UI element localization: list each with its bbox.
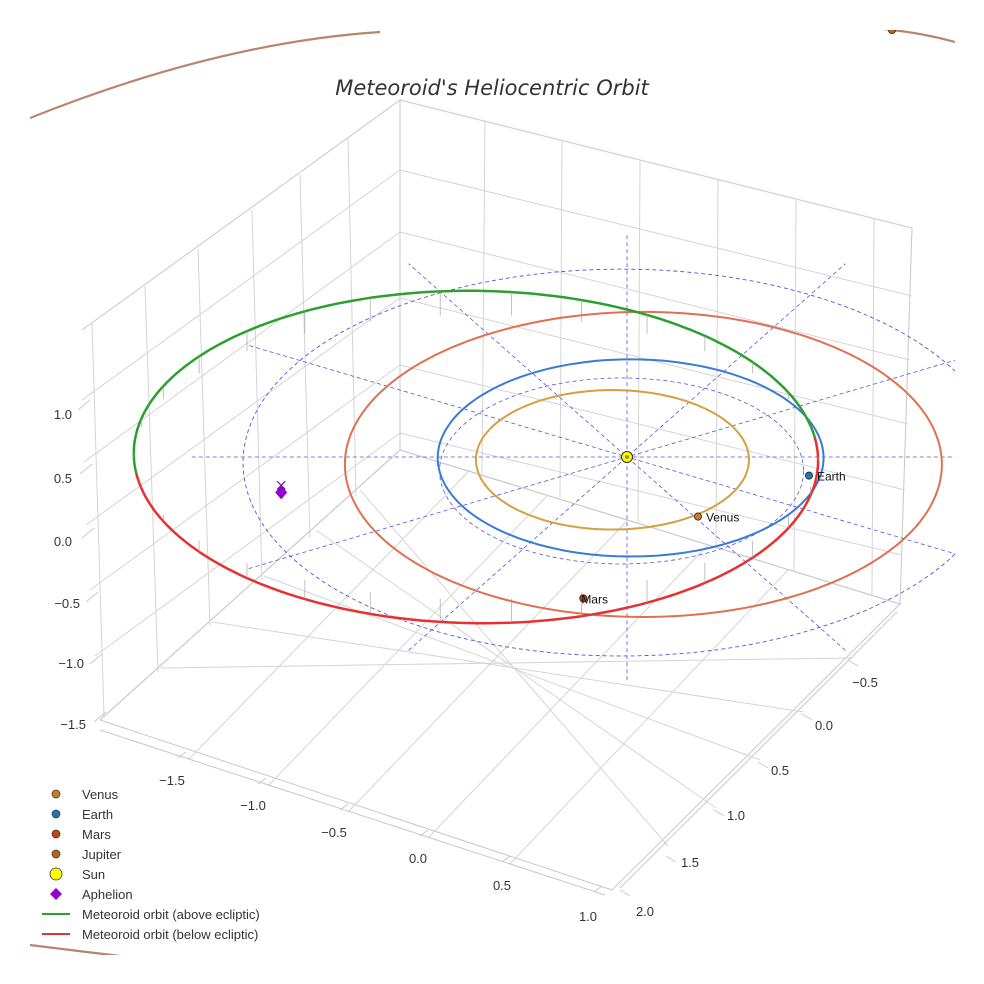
z-tick: 1.0 (54, 407, 72, 422)
pane-left (81, 99, 401, 721)
z-tick: −1.0 (58, 656, 84, 671)
x-tick: 0.0 (409, 851, 427, 866)
y-tick: 0.5 (771, 763, 789, 778)
legend-venus-label: Venus (82, 787, 119, 802)
z-tick: 0.5 (54, 471, 72, 486)
y-tick: 1.0 (727, 808, 745, 823)
x-tick: −1.0 (240, 798, 266, 813)
right-pane-grid (399, 119, 913, 597)
mars-marker (579, 594, 588, 603)
legend-below-label: Meteoroid orbit (below ecliptic) (82, 927, 258, 942)
legend-sun-marker (49, 867, 63, 881)
z-tick: −1.5 (60, 717, 86, 732)
legend: Venus Earth Mars Jupiter Sun Aphelion Me… (42, 787, 260, 942)
z-tick: 0.0 (54, 534, 72, 549)
legend-above-label: Meteoroid orbit (above ecliptic) (82, 907, 260, 922)
jupiter-label: Jupiter (902, 2, 938, 16)
mars-label: Mars (581, 592, 608, 606)
y-axis-line (619, 611, 898, 889)
jupiter-marker (888, 30, 896, 34)
pane-floor (99, 449, 901, 891)
earth-label: Earth (817, 470, 846, 484)
legend-sun-label: Sun (82, 867, 105, 882)
data-layer: Venus Earth Mars Jupiter (30, 2, 955, 955)
x-tick: 1.0 (579, 909, 597, 924)
legend-jupiter-label: Jupiter (82, 847, 122, 862)
legend-venus-marker (51, 789, 61, 799)
jupiter-orbit (30, 30, 955, 955)
reference-circle (242, 268, 955, 657)
venus-marker (693, 512, 702, 521)
y-axis-ticks: −0.5 0.0 0.5 1.0 1.5 2.0 (619, 659, 878, 919)
venus-label: Venus (706, 511, 739, 525)
y-tick: 2.0 (636, 904, 654, 919)
left-pane-grid (81, 137, 401, 717)
legend-mars-label: Mars (82, 827, 111, 842)
y-tick: 1.5 (681, 855, 699, 870)
y-tick: −0.5 (852, 675, 878, 690)
earth-marker (805, 471, 814, 480)
legend-mars-marker (51, 829, 61, 839)
aphelion-marker (275, 485, 288, 500)
legend-earth-marker (51, 809, 61, 819)
z-axis-ticks: 1.0 0.5 0.0 −0.5 −1.0 −1.5 (54, 399, 107, 732)
floor-grid (159, 469, 853, 865)
legend-earth-label: Earth (82, 807, 113, 822)
meteoroid-orbit-above (132, 289, 817, 477)
legend-aphelion-label: Aphelion (82, 887, 133, 902)
meteoroid-orbit-below (135, 437, 820, 625)
chart-title: Meteoroid's Heliocentric Orbit (335, 76, 649, 100)
reference-radial-line (408, 263, 846, 651)
y-tick: 0.0 (815, 718, 833, 733)
aphelion-cross (276, 480, 286, 490)
reference-radial-line (408, 263, 846, 651)
axes-box (81, 99, 913, 896)
x-axis-line (99, 729, 606, 896)
venus-orbit (474, 388, 750, 531)
legend-jupiter-marker (51, 849, 61, 859)
x-tick: −0.5 (321, 825, 347, 840)
x-tick: −1.5 (159, 773, 185, 788)
x-tick: 0.5 (493, 878, 511, 893)
x-axis-ticks: −1.5 −1.0 −0.5 0.0 0.5 1.0 (159, 751, 603, 924)
earth-orbit (436, 358, 825, 558)
legend-aphelion-marker (50, 888, 62, 900)
sun-core (625, 455, 629, 459)
z-tick: −0.5 (54, 596, 80, 611)
mars-orbit (343, 310, 943, 619)
